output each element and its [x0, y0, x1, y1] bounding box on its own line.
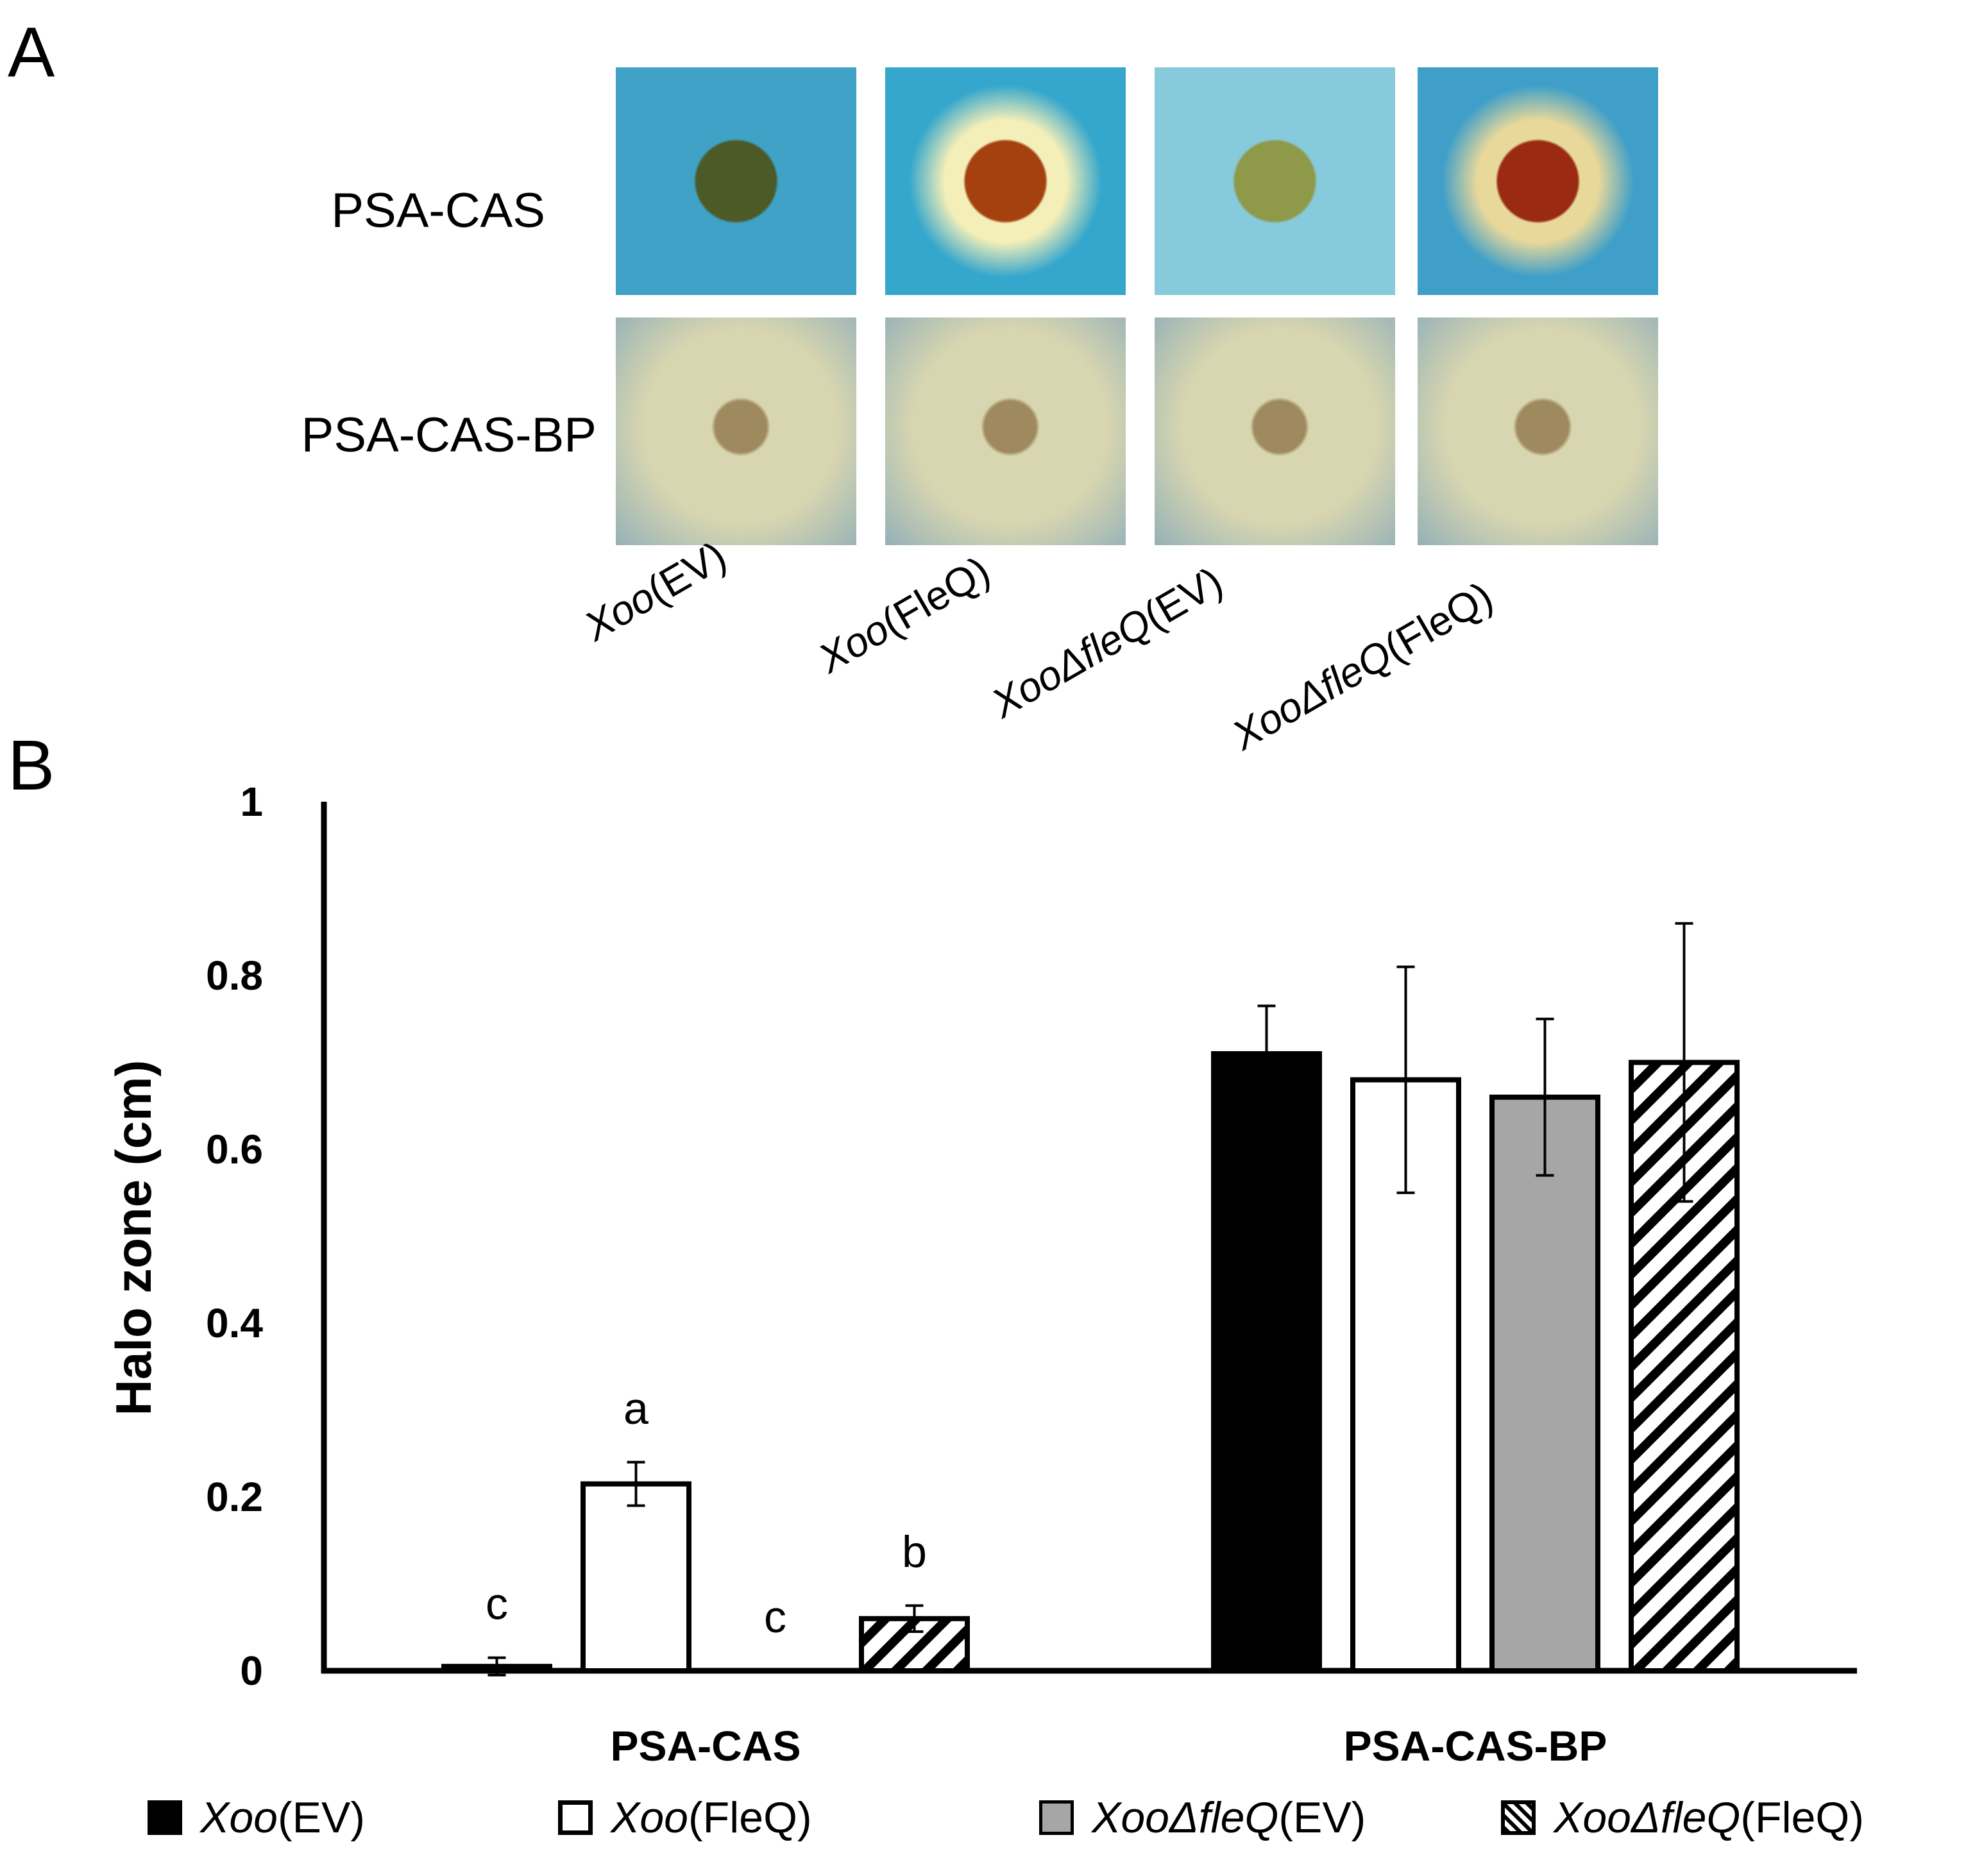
legend-label-italic: Xoo [200, 1793, 278, 1842]
legend-label-suffix: (FleQ) [688, 1793, 812, 1842]
significance-letter: c [486, 1579, 508, 1629]
bar [1489, 1094, 1600, 1673]
legend-label-italic: Xoo [611, 1793, 688, 1842]
y-tick-label: 0.6 [206, 1126, 263, 1172]
bar [581, 1481, 691, 1674]
psa-cas-plate-3 [1155, 67, 1395, 295]
significance-letter: a [623, 1383, 648, 1433]
y-tick-label: 0.2 [206, 1474, 263, 1520]
psa-cas-plate-4 [1418, 67, 1658, 295]
psa-cas-bp-plate-4 [1418, 317, 1658, 545]
y-tick-label: 0.4 [206, 1300, 263, 1346]
row-label-psa-cas-bp: PSA-CAS-BP [301, 408, 597, 462]
legend-label-suffix: (EV) [1278, 1793, 1366, 1842]
legend-swatch [1039, 1800, 1074, 1835]
psa-cas-bp-plate-2 [885, 317, 1126, 545]
chart-legend: Xoo (EV) Xoo (FleQ) XooΔfleQ (EV) XooΔfleQ (Fle… [0, 1793, 1975, 1863]
legend-label-italic: XooΔfleQ [1092, 1793, 1279, 1842]
x-category-label: PSA-CAS-BP [1344, 1722, 1607, 1770]
legend-item-2: Xoo (FleQ) [558, 1793, 812, 1843]
legend-swatch [558, 1800, 593, 1835]
legend-item-4: XooΔfleQ (FleQ) [1501, 1793, 1864, 1843]
bar [1211, 1051, 1322, 1673]
panel-b-letter: B [8, 726, 55, 805]
legend-item-1: Xoo (EV) [148, 1793, 365, 1843]
significance-letter: b [902, 1526, 927, 1576]
psa-cas-plate-1 [616, 67, 856, 295]
psa-cas-plate-2 [885, 67, 1126, 295]
legend-label-italic: XooΔfleQ [1554, 1793, 1741, 1842]
significance-letter: c [764, 1592, 786, 1642]
legend-swatch [148, 1800, 182, 1835]
psa-cas-bp-plate-1 [616, 317, 856, 545]
panel-a-letter: A [8, 13, 55, 92]
y-tick-label: 0.8 [206, 952, 263, 999]
y-tick-label: 0 [240, 1648, 263, 1694]
legend-label-suffix: (EV) [278, 1793, 365, 1842]
row-label-psa-cas: PSA-CAS [331, 183, 545, 238]
x-category-label: PSA-CAS [610, 1722, 801, 1770]
legend-item-3: XooΔfleQ (EV) [1039, 1793, 1366, 1843]
legend-label-suffix: (FleQ) [1740, 1793, 1864, 1842]
y-tick-label: 1 [240, 779, 263, 825]
psa-cas-bp-plate-3 [1155, 317, 1395, 545]
legend-swatch [1501, 1800, 1536, 1835]
y-axis-title: Halo zone (cm) [105, 1060, 162, 1416]
